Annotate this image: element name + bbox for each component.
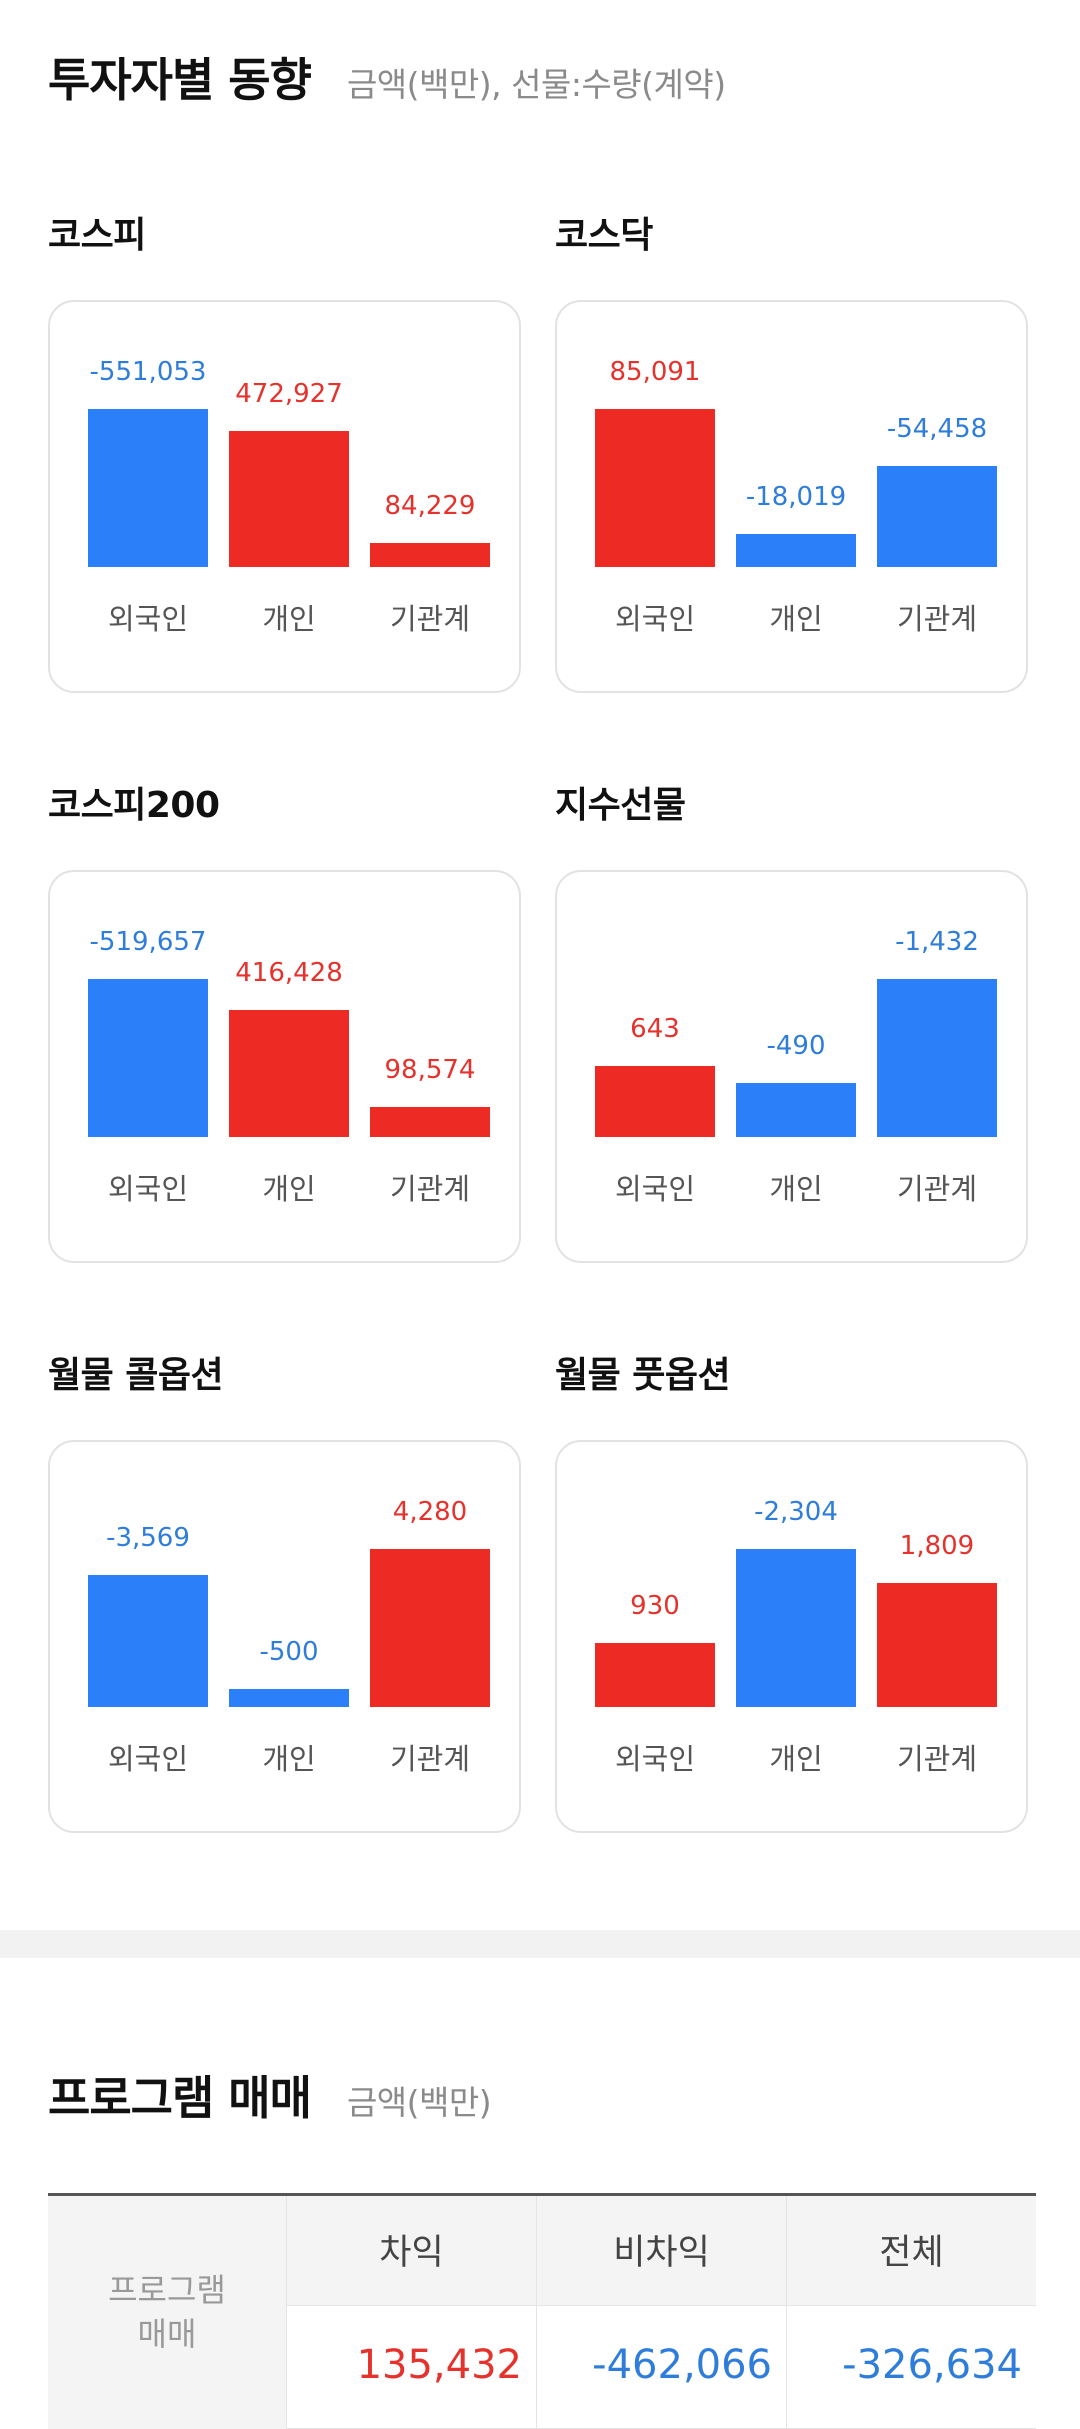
- arbitrage-value: 135,432: [356, 2342, 522, 2388]
- bar-foreign: [595, 1643, 715, 1707]
- value-cell-arbitrage: 135,432: [287, 2306, 536, 2429]
- program-trading-table: 프로그램 매매 차익 비차익 전체 135,432 -462,066 -326,…: [48, 2193, 1036, 2429]
- bar-value-label: 1,809: [899, 1531, 975, 1561]
- bar-value-label: -54,458: [886, 414, 988, 444]
- bar-value-label: -519,657: [89, 927, 207, 957]
- bar-institution: [370, 1107, 490, 1137]
- bar-value-label: -18,019: [745, 482, 847, 512]
- column-divider: [786, 2196, 787, 2429]
- program-row-label-line1: 프로그램: [108, 2271, 226, 2309]
- category-label-foreign: 외국인: [107, 1742, 189, 1776]
- bar-value-label: -1,432: [895, 927, 979, 957]
- bar-individual: [229, 1689, 349, 1707]
- category-label-institution: 기관계: [389, 602, 471, 636]
- value-cell-total: -326,634: [787, 2306, 1036, 2429]
- total-value: -326,634: [842, 2342, 1022, 2388]
- bar-value-label: 930: [630, 1591, 680, 1621]
- investor-trend-subtitle: 금액(백만), 선물:수량(계약): [346, 65, 726, 104]
- kospi200-title: 코스피200: [48, 785, 220, 826]
- category-label-institution: 기관계: [896, 1742, 978, 1776]
- program-trading-subtitle: 금액(백만): [346, 2083, 492, 2122]
- column-header-total: 전체: [787, 2196, 1036, 2306]
- index-futures-title: 지수선물: [555, 785, 686, 826]
- column-header-arbitrage: 차익: [287, 2196, 536, 2306]
- program-trading-header: 프로그램 매매 금액(백만): [48, 2062, 492, 2128]
- investor-trend-title: 투자자별 동향: [48, 53, 312, 107]
- bar-value-label: 85,091: [609, 357, 701, 387]
- bar-institution: [370, 1549, 490, 1707]
- column-header-label: 전체: [879, 2233, 944, 2273]
- monthly-put-option-chart-card[interactable]: 930 외국인 -2,304 개인 1,809 기관계: [555, 1440, 1028, 1833]
- category-label-foreign: 외국인: [107, 602, 189, 636]
- bar-value-label: -551,053: [89, 357, 207, 387]
- bar-individual: [736, 534, 856, 567]
- column-header-label: 차익: [379, 2233, 444, 2273]
- bar-value-label: 472,927: [235, 379, 343, 409]
- bar-foreign: [88, 409, 208, 567]
- bar-individual: [736, 1549, 856, 1707]
- category-label-individual: 개인: [262, 1172, 316, 1206]
- category-label-institution: 기관계: [896, 1172, 978, 1206]
- bar-institution: [370, 543, 490, 567]
- category-label-individual: 개인: [769, 1172, 823, 1206]
- bar-foreign: [88, 979, 208, 1137]
- category-label-foreign: 외국인: [614, 1742, 696, 1776]
- category-label-foreign: 외국인: [614, 1172, 696, 1206]
- bar-value-label: 416,428: [235, 958, 343, 988]
- program-row-label-line2: 매매: [137, 2315, 197, 2353]
- bar-individual: [229, 431, 349, 567]
- category-label-individual: 개인: [769, 602, 823, 636]
- column-divider: [536, 2196, 537, 2429]
- category-label-individual: 개인: [769, 1742, 823, 1776]
- category-label-foreign: 외국인: [614, 602, 696, 636]
- bar-value-label: -2,304: [754, 1497, 838, 1527]
- value-cell-non-arbitrage: -462,066: [537, 2306, 786, 2429]
- bar-value-label: 643: [630, 1014, 680, 1044]
- category-label-institution: 기관계: [389, 1742, 471, 1776]
- kospi-title: 코스피: [48, 215, 146, 256]
- bar-institution: [877, 1583, 997, 1707]
- bar-foreign: [595, 409, 715, 567]
- category-label-institution: 기관계: [389, 1172, 471, 1206]
- bar-individual: [736, 1083, 856, 1137]
- kosdaq-title: 코스닥: [555, 215, 653, 256]
- bar-value-label: -3,569: [106, 1523, 190, 1553]
- bar-value-label: -500: [259, 1637, 319, 1667]
- category-label-individual: 개인: [262, 602, 316, 636]
- non-arbitrage-value: -462,066: [592, 2342, 772, 2388]
- investor-trend-header: 투자자별 동향 금액(백만), 선물:수량(계약): [48, 44, 726, 110]
- bar-foreign: [595, 1066, 715, 1137]
- bar-value-label: -490: [766, 1031, 826, 1061]
- monthly-put-option-title: 월물 풋옵션: [555, 1355, 731, 1396]
- kospi200-chart-card[interactable]: -519,657 외국인 416,428 개인 98,574 기관계: [48, 870, 521, 1263]
- category-label-institution: 기관계: [896, 602, 978, 636]
- monthly-call-option-chart-card[interactable]: -3,569 외국인 -500 개인 4,280 기관계: [48, 1440, 521, 1833]
- bar-institution: [877, 466, 997, 567]
- bar-institution: [877, 979, 997, 1137]
- program-row-header: 프로그램 매매: [48, 2196, 287, 2429]
- category-label-individual: 개인: [262, 1742, 316, 1776]
- monthly-call-option-title: 월물 콜옵션: [48, 1355, 224, 1396]
- bar-foreign: [88, 1575, 208, 1707]
- column-header-label: 비차익: [613, 2233, 710, 2273]
- bar-value-label: 84,229: [384, 491, 476, 521]
- kosdaq-chart-card[interactable]: 85,091 외국인 -18,019 개인 -54,458 기관계: [555, 300, 1028, 693]
- bar-value-label: 4,280: [392, 1497, 468, 1527]
- index-futures-chart-card[interactable]: 643 외국인 -490 개인 -1,432 기관계: [555, 870, 1028, 1263]
- column-header-non-arbitrage: 비차익: [537, 2196, 786, 2306]
- bar-value-label: 98,574: [384, 1055, 476, 1085]
- section-divider: [0, 1930, 1080, 1958]
- bar-individual: [229, 1010, 349, 1137]
- category-label-foreign: 외국인: [107, 1172, 189, 1206]
- kospi-chart-card[interactable]: -551,053 외국인 472,927 개인 84,229 기관계: [48, 300, 521, 693]
- program-trading-title: 프로그램 매매: [48, 2071, 312, 2125]
